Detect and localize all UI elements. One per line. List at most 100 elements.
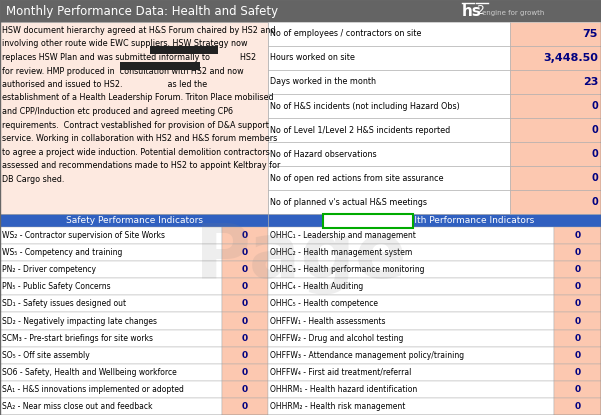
Text: 0: 0 <box>575 334 581 343</box>
Text: requirements.  Contract vestablished for provision of D&A support: requirements. Contract vestablished for … <box>2 120 269 129</box>
Bar <box>222 244 268 261</box>
Text: OHFFW₁ - Health assessments: OHFFW₁ - Health assessments <box>270 317 385 325</box>
Text: for review. HMP produced in  consultation with HS2 and now: for review. HMP produced in consultation… <box>2 66 243 76</box>
Bar <box>222 261 268 278</box>
Bar <box>222 227 268 244</box>
Bar <box>268 214 601 227</box>
Text: 0: 0 <box>575 385 581 394</box>
Bar <box>554 295 601 312</box>
Bar <box>268 330 554 347</box>
Bar <box>268 347 554 364</box>
Bar <box>0 295 222 312</box>
Text: No of Level 1/Level 2 H&S incidents reported: No of Level 1/Level 2 H&S incidents repo… <box>270 125 450 134</box>
Bar <box>0 312 222 330</box>
Text: 0: 0 <box>591 149 598 159</box>
Bar <box>510 94 601 118</box>
Text: SCM₃ - Pre-start briefings for site works: SCM₃ - Pre-start briefings for site work… <box>2 334 153 343</box>
Bar <box>0 22 268 214</box>
Bar <box>554 278 601 295</box>
Text: 0: 0 <box>575 299 581 308</box>
Text: SO₅ - Off site assembly: SO₅ - Off site assembly <box>2 351 90 360</box>
Bar <box>510 142 601 166</box>
Bar <box>268 244 554 261</box>
Bar <box>268 278 554 295</box>
Bar <box>0 0 601 22</box>
Bar <box>222 364 268 381</box>
Text: 0: 0 <box>242 385 248 394</box>
Bar <box>268 364 554 381</box>
Bar <box>268 227 554 244</box>
Text: Occupational Health Performance Indicators: Occupational Health Performance Indicato… <box>334 216 535 225</box>
Bar <box>0 261 222 278</box>
Bar <box>554 330 601 347</box>
Bar <box>510 46 601 70</box>
Bar <box>120 62 200 70</box>
Text: 0: 0 <box>575 231 581 240</box>
Text: No of H&S incidents (not including Hazard Obs): No of H&S incidents (not including Hazar… <box>270 102 460 110</box>
Bar <box>0 364 222 381</box>
Text: OHHC₅ - Health competence: OHHC₅ - Health competence <box>270 299 378 308</box>
Text: 2: 2 <box>476 3 484 17</box>
Bar <box>268 398 554 415</box>
Bar <box>268 261 554 278</box>
Text: OHHC₂ - Health management system: OHHC₂ - Health management system <box>270 248 412 257</box>
Bar <box>554 244 601 261</box>
Bar <box>268 312 554 330</box>
Text: 0: 0 <box>242 317 248 325</box>
Text: 0: 0 <box>591 197 598 207</box>
Bar <box>222 381 268 398</box>
Text: OHHRM₂ - Health risk management: OHHRM₂ - Health risk management <box>270 402 406 411</box>
Bar <box>554 381 601 398</box>
Text: 0: 0 <box>575 265 581 274</box>
Text: 0: 0 <box>575 282 581 291</box>
Bar <box>554 312 601 330</box>
Bar <box>268 70 510 94</box>
Bar <box>554 261 601 278</box>
Text: 0: 0 <box>242 334 248 343</box>
Text: Monthly Performance Data: Health and Safety: Monthly Performance Data: Health and Saf… <box>6 5 278 17</box>
Text: WS₅ - Competency and training: WS₅ - Competency and training <box>2 248 123 257</box>
Text: establishment of a Health Leadership Forum. Triton Place mobilised: establishment of a Health Leadership For… <box>2 93 273 103</box>
Bar <box>0 381 222 398</box>
Bar <box>510 190 601 214</box>
Text: service. Working in collaboration with HS2 and H&S forum members: service. Working in collaboration with H… <box>2 134 277 143</box>
Bar <box>268 295 554 312</box>
Text: and CPP/Induction etc produced and agreed meeting CP6: and CPP/Induction etc produced and agree… <box>2 107 233 116</box>
Bar <box>268 22 510 46</box>
Text: HSW document hierarchy agreed at H&S Forum chaired by HS2 and: HSW document hierarchy agreed at H&S For… <box>2 26 275 35</box>
Text: 0: 0 <box>591 101 598 111</box>
Bar <box>462 1 490 21</box>
Text: replaces HSW Plan and was submitted informally to            HS2: replaces HSW Plan and was submitted info… <box>2 53 256 62</box>
Bar <box>510 166 601 190</box>
Text: SD₁ - Safety issues designed out: SD₁ - Safety issues designed out <box>2 299 126 308</box>
Text: Days worked in the month: Days worked in the month <box>270 78 376 86</box>
Text: assessed and recommendations made to HS2 to appoint Keltbray for: assessed and recommendations made to HS2… <box>2 161 281 170</box>
Text: to agree a project wide induction. Potential demolition contractors: to agree a project wide induction. Poten… <box>2 147 270 156</box>
Bar <box>510 70 601 94</box>
Bar <box>554 347 601 364</box>
Bar <box>150 46 218 54</box>
Text: No of Hazard observations: No of Hazard observations <box>270 149 377 159</box>
Bar <box>554 364 601 381</box>
Bar <box>268 381 554 398</box>
Text: Hours worked on site: Hours worked on site <box>270 54 355 63</box>
Text: hs: hs <box>462 5 482 20</box>
Text: SO6 - Safety, Health and Wellbeing workforce: SO6 - Safety, Health and Wellbeing workf… <box>2 368 177 377</box>
Bar <box>222 312 268 330</box>
Bar <box>268 142 510 166</box>
Text: 0: 0 <box>575 248 581 257</box>
Bar <box>268 118 510 142</box>
Bar <box>0 330 222 347</box>
Bar <box>0 347 222 364</box>
Text: OHFFW₄ - First aid treatment/referral: OHFFW₄ - First aid treatment/referral <box>270 368 411 377</box>
Bar <box>0 278 222 295</box>
Text: 0: 0 <box>242 299 248 308</box>
Text: WS₂ - Contractor supervision of Site Works: WS₂ - Contractor supervision of Site Wor… <box>2 231 165 240</box>
Bar <box>268 94 510 118</box>
Text: 0: 0 <box>575 402 581 411</box>
Text: 0: 0 <box>242 368 248 377</box>
Bar <box>0 227 222 244</box>
Bar <box>510 118 601 142</box>
Text: 0: 0 <box>242 231 248 240</box>
Text: OHFFW₃ - Attendance management policy/training: OHFFW₃ - Attendance management policy/tr… <box>270 351 464 360</box>
